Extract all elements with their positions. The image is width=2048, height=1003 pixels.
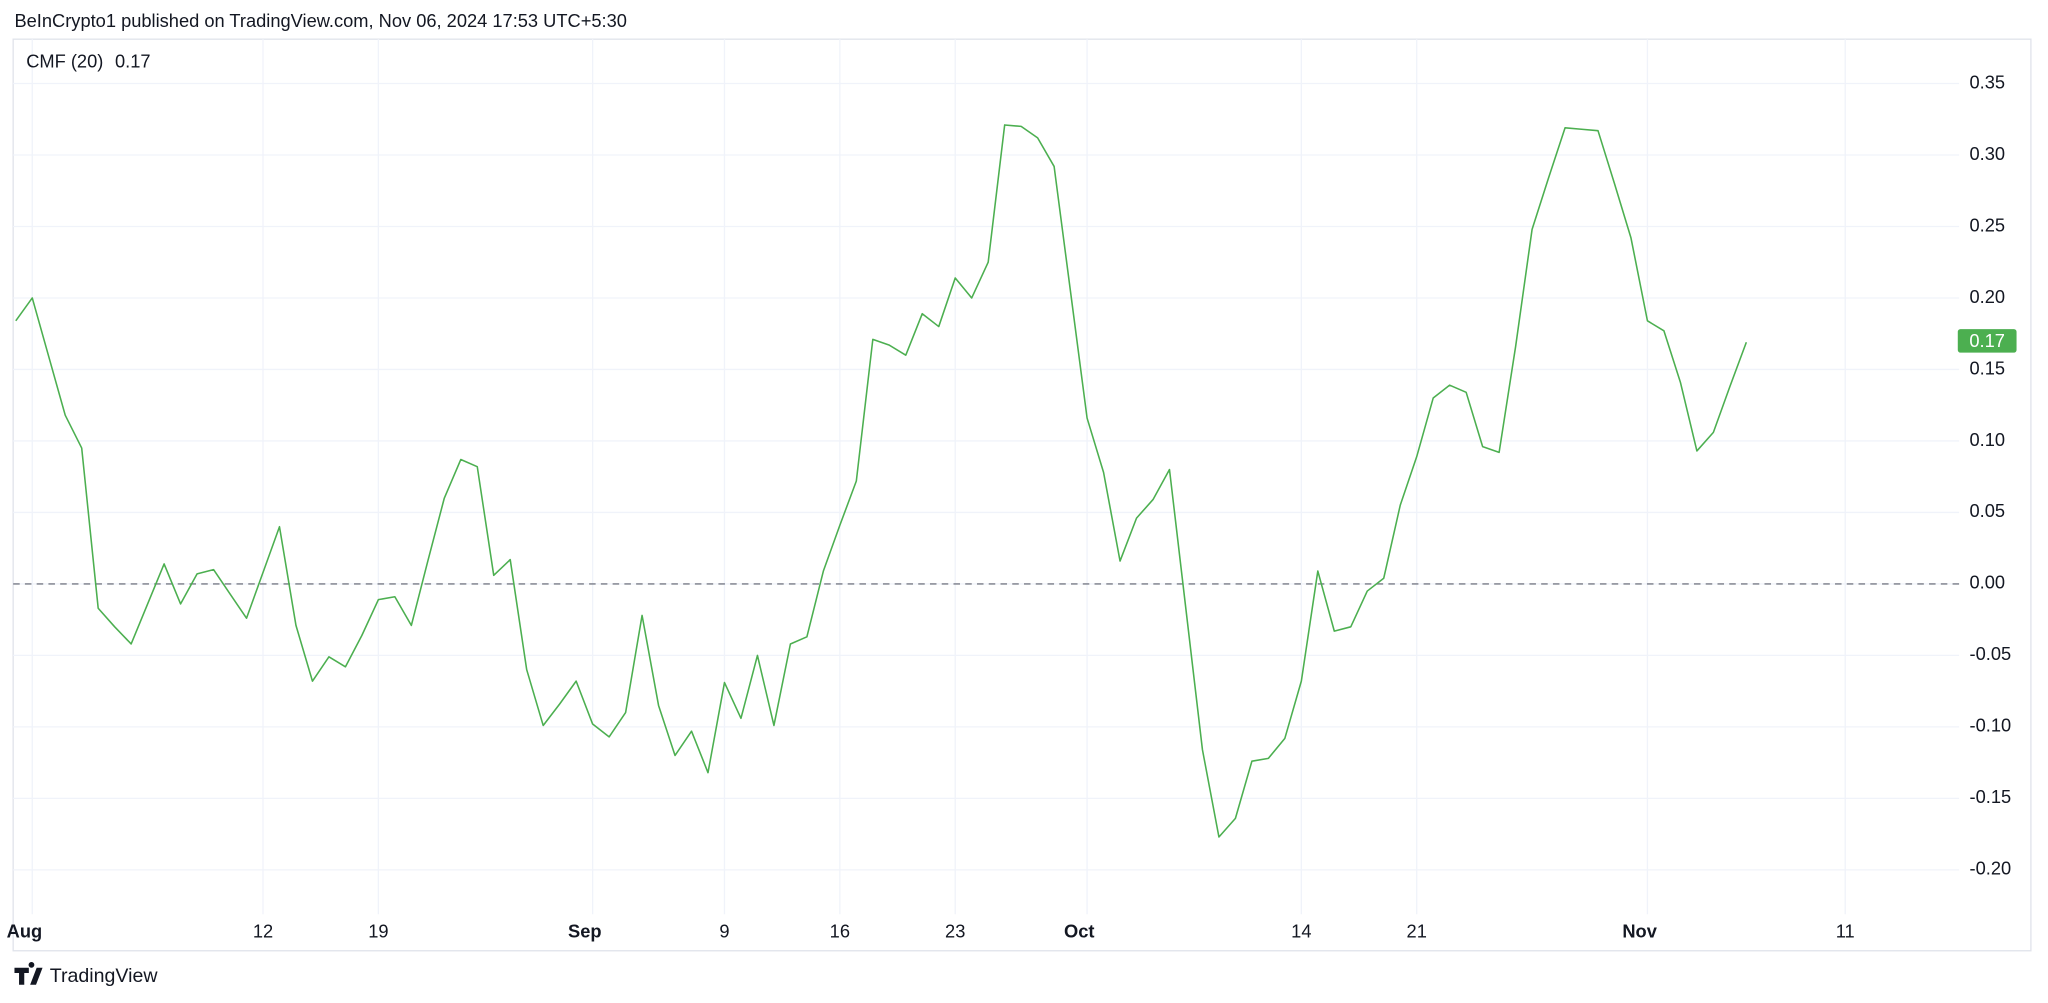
last-value-label: 0.17 (1969, 330, 2005, 351)
y-tick-label: -0.15 (1970, 786, 2012, 807)
x-tick-label: 21 (1407, 920, 1427, 941)
last-value-badge (1957, 329, 2017, 353)
y-tick-label: 0.05 (1970, 500, 2006, 521)
x-tick-label: Nov (1622, 920, 1657, 941)
y-tick-label: 0.15 (1970, 357, 2006, 378)
x-tick-label: 11 (1836, 920, 1855, 941)
y-tick-label: -0.20 (1970, 858, 2012, 879)
footer-logo (14, 961, 43, 985)
y-tick-label: 0.00 (1970, 572, 2006, 593)
chart-frame (12, 38, 2032, 952)
y-tick-label: 0.10 (1970, 429, 2006, 450)
x-tick-label: 16 (830, 920, 850, 941)
x-tick-label: 19 (368, 920, 388, 941)
y-tick-label: 0.20 (1970, 286, 2006, 307)
y-tick-label: 0.25 (1970, 214, 2006, 235)
x-tick-label: 14 (1291, 920, 1311, 941)
cmf-line (15, 124, 1748, 838)
x-tick-label: Oct (1064, 920, 1094, 941)
x-tick-label: Sep (568, 920, 602, 941)
y-tick-label: -0.05 (1970, 643, 2012, 664)
y-tick-label: -0.10 (1970, 715, 2012, 736)
legend-value: 0.17 (115, 51, 151, 72)
y-tick-label: 0.30 (1970, 143, 2006, 164)
x-tick-label: 9 (719, 920, 729, 941)
x-tick-label: 12 (253, 920, 273, 941)
x-tick-label: 23 (945, 920, 965, 941)
y-tick-label: 0.35 (1970, 71, 2006, 92)
legend-name: CMF (20) (26, 51, 103, 72)
footer-brand: TradingView (50, 965, 159, 987)
header-text: BeInCrypto1 published on TradingView.com… (14, 10, 626, 31)
x-tick-label: Aug (7, 920, 43, 941)
grid (13, 39, 1960, 915)
